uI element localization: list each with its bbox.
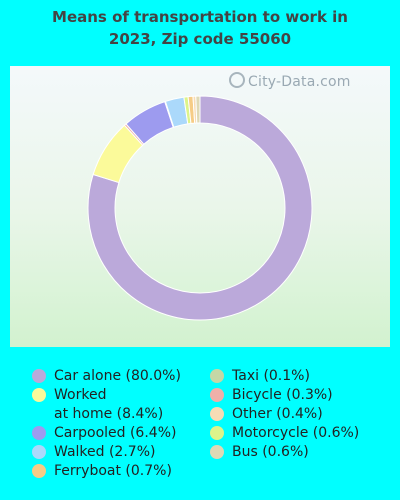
legend-label: at home (8.4%) <box>54 406 164 422</box>
legend-label: Car alone (80.0%) <box>54 368 181 384</box>
legend-label: Motorcycle (0.6%) <box>232 425 360 441</box>
legend-label: Carpooled (6.4%) <box>54 425 177 441</box>
legend-marker <box>210 407 224 421</box>
donut-slice <box>87 95 313 321</box>
legend-label: Worked <box>54 387 107 403</box>
legend-marker <box>210 388 224 402</box>
legend-marker <box>32 426 46 440</box>
legend-marker <box>32 464 46 478</box>
chart-title: Means of transportation to work in 2023, … <box>0 6 400 50</box>
magnifier-icon <box>229 72 245 88</box>
watermark: City-Data.com <box>229 72 351 90</box>
chart-title-line: 2023, Zip code 55060 <box>108 30 292 48</box>
legend-label: Other (0.4%) <box>232 406 323 422</box>
legend-label: Bicycle (0.3%) <box>232 387 333 403</box>
donut-slice <box>195 95 201 124</box>
legend-marker <box>210 445 224 459</box>
legend-label: Taxi (0.1%) <box>232 368 310 384</box>
legend-marker <box>210 369 224 383</box>
chart-title-line: Means of transportation to work in <box>52 8 348 26</box>
watermark-text: City-Data.com <box>248 74 351 90</box>
legend-label: Ferryboat (0.7%) <box>54 463 172 479</box>
legend-marker <box>32 445 46 459</box>
legend-marker <box>210 426 224 440</box>
legend-label: Bus (0.6%) <box>232 444 309 460</box>
legend-label: Walked (2.7%) <box>54 444 156 460</box>
legend-marker <box>32 388 46 402</box>
legend-marker <box>32 369 46 383</box>
